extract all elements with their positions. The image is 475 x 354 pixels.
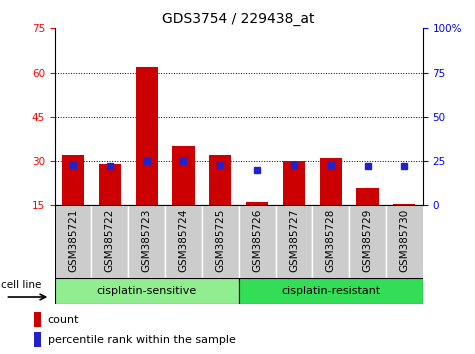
Bar [349, 205, 386, 278]
Text: GSM385722: GSM385722 [105, 209, 115, 272]
Text: GSM385730: GSM385730 [399, 209, 409, 272]
Bar [202, 205, 238, 278]
Bar [34, 312, 41, 327]
Bar [246, 202, 268, 205]
Bar [128, 205, 165, 278]
Bar [238, 278, 423, 304]
Text: cisplatin-sensitive: cisplatin-sensitive [96, 286, 197, 296]
Text: percentile rank within the sample: percentile rank within the sample [48, 335, 236, 345]
Bar [283, 161, 305, 205]
Text: GSM385727: GSM385727 [289, 209, 299, 272]
Bar [55, 278, 238, 304]
Bar [136, 67, 158, 205]
Bar [55, 205, 91, 278]
Bar [393, 204, 415, 205]
Bar [34, 332, 41, 347]
Bar [91, 205, 128, 278]
Bar [320, 158, 342, 205]
Bar [238, 205, 276, 278]
Bar [165, 205, 202, 278]
Bar [62, 155, 84, 205]
Bar [356, 188, 379, 205]
Text: GSM385723: GSM385723 [142, 209, 152, 272]
Text: GSM385726: GSM385726 [252, 209, 262, 272]
Bar [172, 146, 195, 205]
Text: GSM385725: GSM385725 [215, 209, 225, 272]
Text: cell line: cell line [1, 280, 41, 290]
Text: cisplatin-resistant: cisplatin-resistant [281, 286, 380, 296]
Bar [209, 155, 231, 205]
Text: GSM385724: GSM385724 [179, 209, 189, 272]
Title: GDS3754 / 229438_at: GDS3754 / 229438_at [162, 12, 315, 26]
Text: GSM385729: GSM385729 [362, 209, 372, 272]
Bar [313, 205, 349, 278]
Text: GSM385721: GSM385721 [68, 209, 78, 272]
Bar [386, 205, 423, 278]
Text: GSM385728: GSM385728 [326, 209, 336, 272]
Bar [99, 164, 121, 205]
Bar [276, 205, 313, 278]
Text: count: count [48, 315, 79, 325]
